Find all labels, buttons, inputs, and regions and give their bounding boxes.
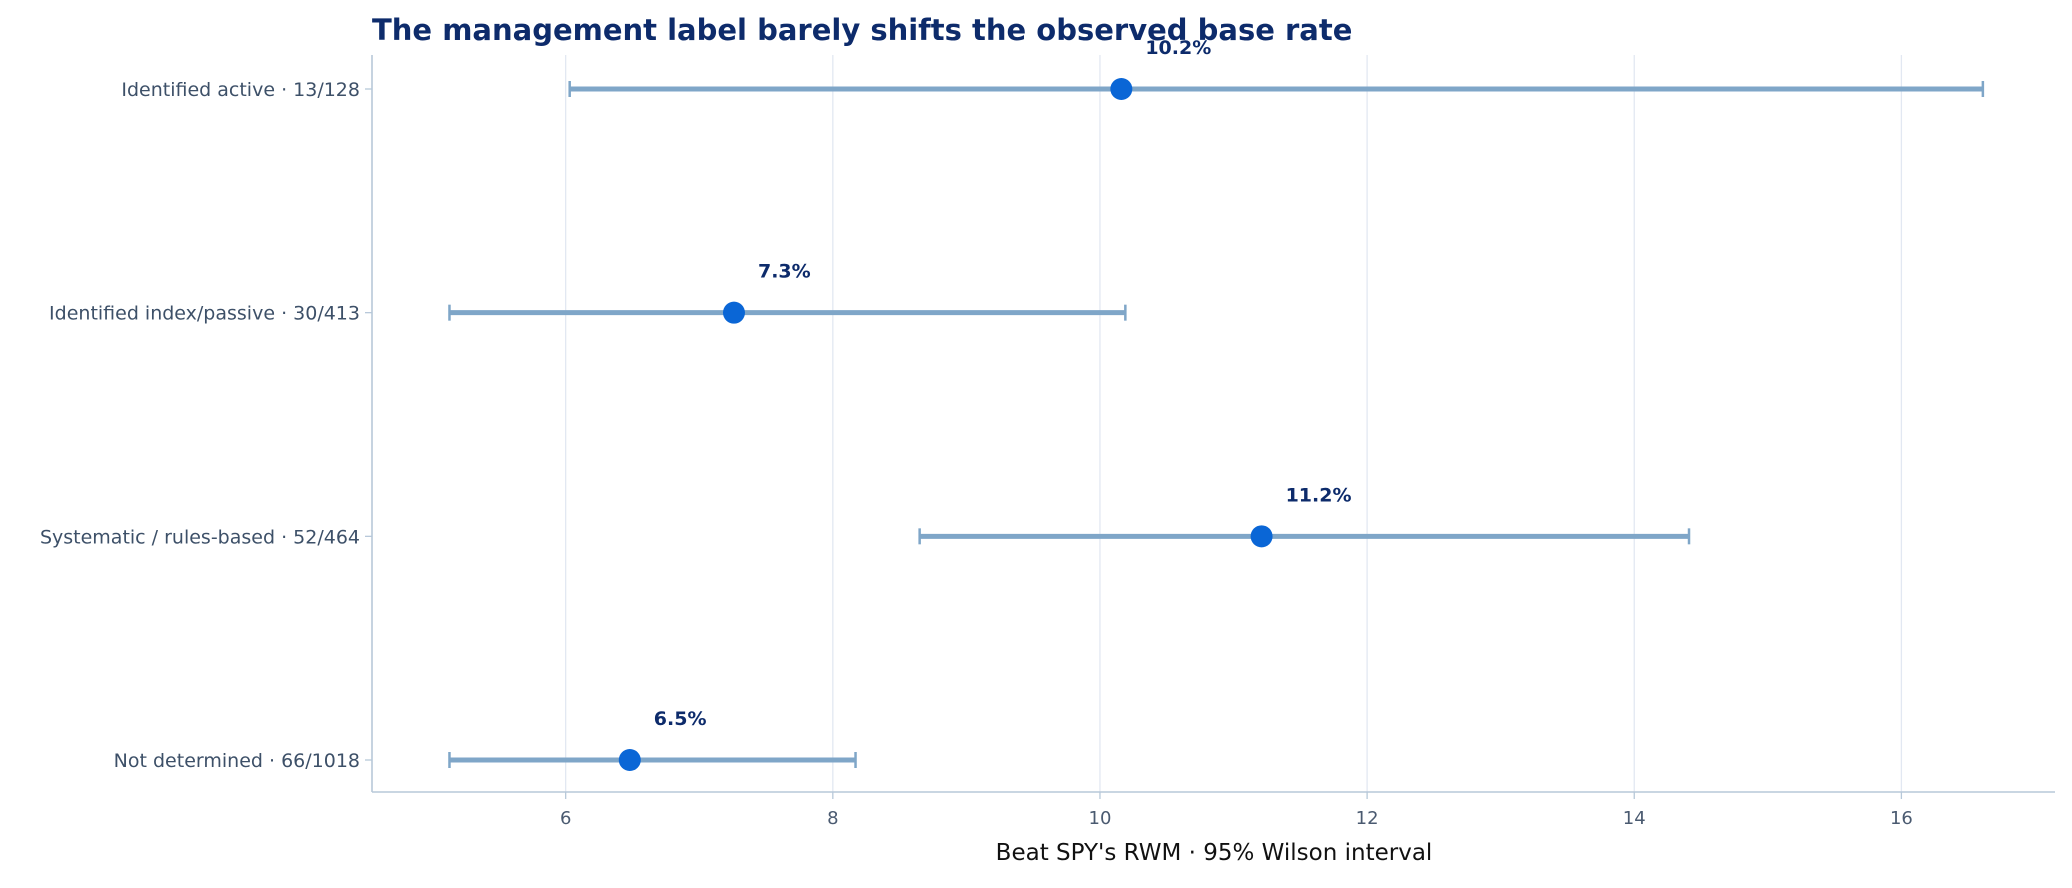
category-label: Systematic / rules-based · 52/464 (40, 526, 360, 548)
estimate-point (1250, 525, 1273, 548)
category-labels: Identified active · 13/128 Identified ind… (40, 79, 372, 772)
confidence-intervals (448, 81, 1985, 768)
estimate-point (722, 301, 745, 324)
axes (371, 55, 2055, 793)
x-tick-label: 10 (1089, 808, 1112, 829)
value-labels: 10.2% 7.3% 11.2% 6.5% (654, 37, 1352, 730)
value-label: 7.3% (758, 261, 811, 283)
estimate-point (618, 749, 641, 771)
category-label: Not determined · 66/1018 (114, 750, 360, 772)
value-label: 6.5% (654, 708, 707, 730)
x-tick-label: 12 (1356, 808, 1379, 829)
x-tick-label: 16 (1890, 808, 1913, 829)
x-tick-label: 8 (827, 808, 838, 829)
x-tick-label: 14 (1623, 808, 1646, 829)
x-ticks: 6 8 10 12 14 16 (560, 792, 1913, 829)
estimate-point (1110, 78, 1133, 100)
x-axis-label: Beat SPY's RWM · 95% Wilson interval (996, 840, 1433, 866)
value-label: 11.2% (1286, 484, 1352, 506)
value-label: 10.2% (1145, 37, 1211, 59)
estimate-points (618, 78, 1273, 771)
chart-title: The management label barely shifts the o… (372, 13, 1352, 47)
category-label: Identified active · 13/128 (121, 79, 360, 101)
category-label: Identified index/passive · 30/413 (49, 303, 360, 325)
gridlines (565, 55, 1903, 792)
x-tick-label: 6 (560, 808, 571, 829)
